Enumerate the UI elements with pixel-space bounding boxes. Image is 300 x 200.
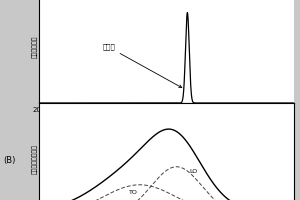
Text: 结晶硅: 结晶硅 <box>102 44 182 88</box>
Text: LO: LO <box>189 169 197 174</box>
Text: TO: TO <box>128 190 137 195</box>
Text: (B): (B) <box>3 156 15 164</box>
Y-axis label: 拉曼散射强度: 拉曼散射强度 <box>32 35 38 58</box>
Y-axis label: 强度（任意单位）: 强度（任意单位） <box>32 144 38 174</box>
X-axis label: 拉曼偏移(cm⁻¹): 拉曼偏移(cm⁻¹) <box>147 115 186 122</box>
